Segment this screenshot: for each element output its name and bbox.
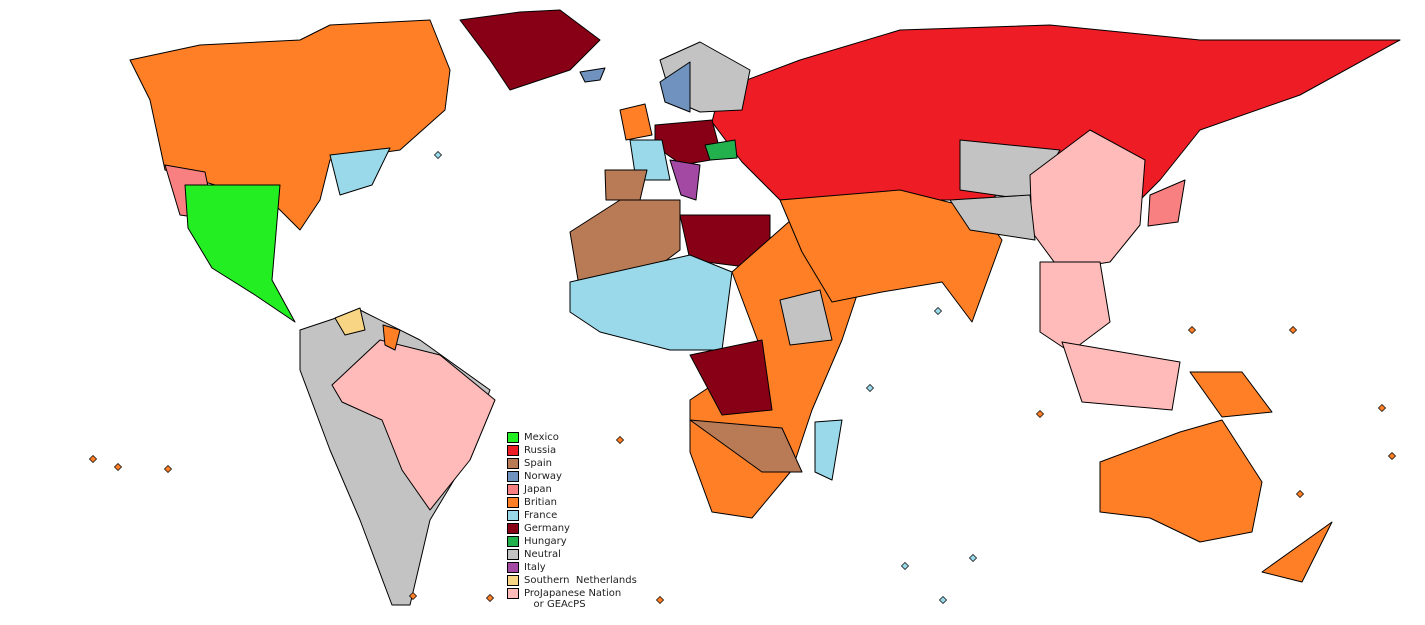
territory-britain	[382, 324, 401, 351]
legend-item-britain: Britian	[507, 497, 637, 510]
territory-france	[814, 419, 843, 481]
legend-swatch	[507, 510, 519, 521]
island-marker	[485, 593, 495, 603]
legend-label: Italy	[524, 562, 546, 573]
territory-germany	[459, 9, 601, 91]
territory-france	[329, 147, 391, 196]
territory-mexico	[184, 184, 296, 323]
legend-swatch	[507, 588, 519, 599]
territory-france	[569, 254, 733, 351]
legend-label: Spain	[524, 458, 552, 469]
territory-neutral	[949, 194, 1036, 241]
territory-projapanese	[1029, 129, 1146, 271]
island-marker	[163, 464, 173, 474]
legend-label: Mexico	[524, 432, 559, 443]
territory-italy	[669, 159, 701, 201]
legend-label: Southern Netherlands	[524, 575, 637, 586]
legend-item-mexico: Mexico	[507, 432, 637, 445]
legend-label: Russia	[524, 445, 557, 456]
territory-germany	[689, 339, 773, 416]
island-marker	[655, 595, 665, 605]
legend-swatch	[507, 497, 519, 508]
legend-swatch	[507, 575, 519, 586]
island-marker	[615, 435, 625, 445]
island-marker	[1387, 451, 1397, 461]
territory-southern_netherlands	[334, 307, 366, 336]
island-marker	[88, 454, 98, 464]
territory-projapanese	[1039, 261, 1111, 353]
island-marker	[1377, 403, 1387, 413]
island-marker	[1288, 325, 1298, 335]
island-marker	[968, 553, 978, 563]
legend-item-southern_netherlands: Southern Netherlands	[507, 575, 637, 588]
legend-label: Neutral	[524, 549, 561, 560]
island-marker	[113, 462, 123, 472]
legend-item-hungary: Hungary	[507, 536, 637, 549]
territory-projapanese	[1061, 341, 1181, 411]
island-marker	[865, 383, 875, 393]
legend-swatch	[507, 471, 519, 482]
legend-swatch	[507, 458, 519, 469]
territory-japan	[1147, 179, 1186, 227]
territory-britain	[619, 103, 653, 141]
legend-item-france: France	[507, 510, 637, 523]
legend-item-italy: Italy	[507, 562, 637, 575]
legend-item-germany: Germany	[507, 523, 637, 536]
legend-swatch	[507, 484, 519, 495]
island-marker	[1295, 489, 1305, 499]
map-legend: Mexico Russia Spain Norway Japan Britian Franc…	[507, 432, 637, 610]
territory-britain	[1189, 371, 1273, 418]
territory-britain	[779, 189, 1003, 323]
legend-swatch	[507, 432, 519, 443]
territory-britain	[1099, 419, 1263, 543]
legend-label: Hungary	[524, 536, 567, 547]
island-marker	[938, 595, 948, 605]
legend-label: ProJapanese Nation or GEAcPS	[524, 588, 622, 610]
legend-item-japan: Japan	[507, 484, 637, 497]
island-marker	[900, 561, 910, 571]
legend-label: Norway	[524, 471, 562, 482]
legend-label: Germany	[524, 523, 570, 534]
legend-swatch	[507, 523, 519, 534]
legend-swatch	[507, 536, 519, 547]
territory-projapanese	[331, 339, 496, 511]
territory-hungary	[704, 139, 738, 161]
territory-spain	[689, 419, 803, 473]
territory-spain	[604, 169, 648, 201]
territory-neutral	[779, 289, 833, 346]
island-marker	[408, 591, 418, 601]
territory-norway	[579, 67, 606, 83]
island-marker	[1035, 409, 1045, 419]
legend-label: France	[524, 510, 558, 521]
legend-item-spain: Spain	[507, 458, 637, 471]
island-marker	[933, 306, 943, 316]
legend-item-neutral: Neutral	[507, 549, 637, 562]
legend-item-projapanese: ProJapanese Nation or GEAcPS	[507, 588, 637, 610]
territory-britain	[1261, 521, 1333, 583]
island-marker	[1187, 325, 1197, 335]
territory-norway	[659, 61, 691, 113]
legend-swatch	[507, 549, 519, 560]
legend-item-russia: Russia	[507, 445, 637, 458]
legend-label: Britian	[524, 497, 557, 508]
legend-label: Japan	[524, 484, 552, 495]
island-marker	[433, 150, 443, 160]
legend-swatch	[507, 562, 519, 573]
legend-item-norway: Norway	[507, 471, 637, 484]
legend-swatch	[507, 445, 519, 456]
